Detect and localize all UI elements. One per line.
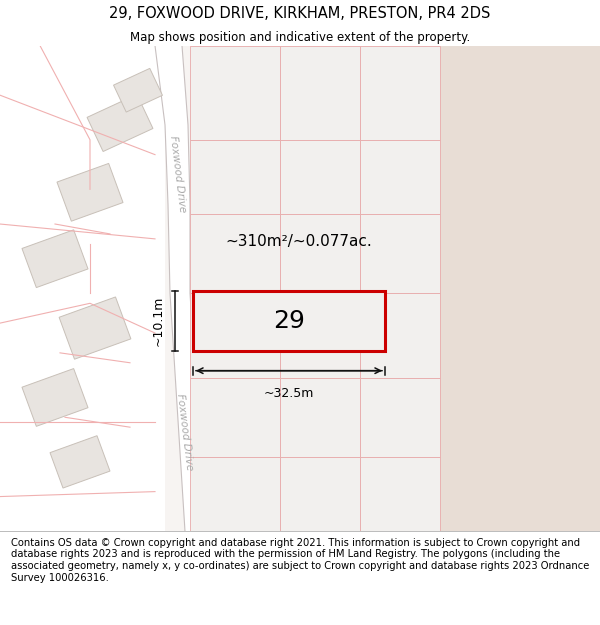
- Bar: [0, 46, 165, 531]
- Polygon shape: [87, 94, 153, 151]
- Bar: [280, 214, 360, 293]
- Polygon shape: [50, 436, 110, 488]
- Bar: [280, 46, 360, 140]
- Bar: [190, 378, 280, 457]
- Bar: [360, 214, 440, 293]
- Text: 29, FOXWOOD DRIVE, KIRKHAM, PRESTON, PR4 2DS: 29, FOXWOOD DRIVE, KIRKHAM, PRESTON, PR4…: [109, 6, 491, 21]
- Polygon shape: [57, 163, 123, 221]
- Text: 29: 29: [273, 309, 305, 333]
- Bar: [360, 378, 440, 457]
- Bar: [280, 140, 360, 214]
- Polygon shape: [155, 46, 205, 531]
- Bar: [440, 46, 600, 531]
- Bar: [193, 291, 385, 351]
- Polygon shape: [22, 369, 88, 426]
- Bar: [190, 46, 280, 140]
- Bar: [190, 214, 280, 293]
- Text: ~32.5m: ~32.5m: [264, 386, 314, 399]
- Bar: [360, 457, 440, 531]
- Bar: [280, 457, 360, 531]
- Bar: [190, 293, 280, 378]
- Text: Foxwood Drive: Foxwood Drive: [169, 136, 188, 213]
- Text: ~10.1m: ~10.1m: [152, 296, 165, 346]
- Polygon shape: [113, 68, 163, 112]
- Bar: [360, 293, 440, 378]
- Text: ~310m²/~0.077ac.: ~310m²/~0.077ac.: [226, 234, 373, 249]
- Text: Map shows position and indicative extent of the property.: Map shows position and indicative extent…: [130, 31, 470, 44]
- Bar: [280, 378, 360, 457]
- Polygon shape: [22, 230, 88, 288]
- Bar: [190, 457, 280, 531]
- Text: Contains OS data © Crown copyright and database right 2021. This information is : Contains OS data © Crown copyright and d…: [11, 538, 589, 582]
- Text: Foxwood Drive: Foxwood Drive: [175, 393, 194, 471]
- Bar: [360, 140, 440, 214]
- Bar: [190, 140, 280, 214]
- Bar: [280, 293, 360, 378]
- Bar: [360, 46, 440, 140]
- Polygon shape: [59, 297, 131, 359]
